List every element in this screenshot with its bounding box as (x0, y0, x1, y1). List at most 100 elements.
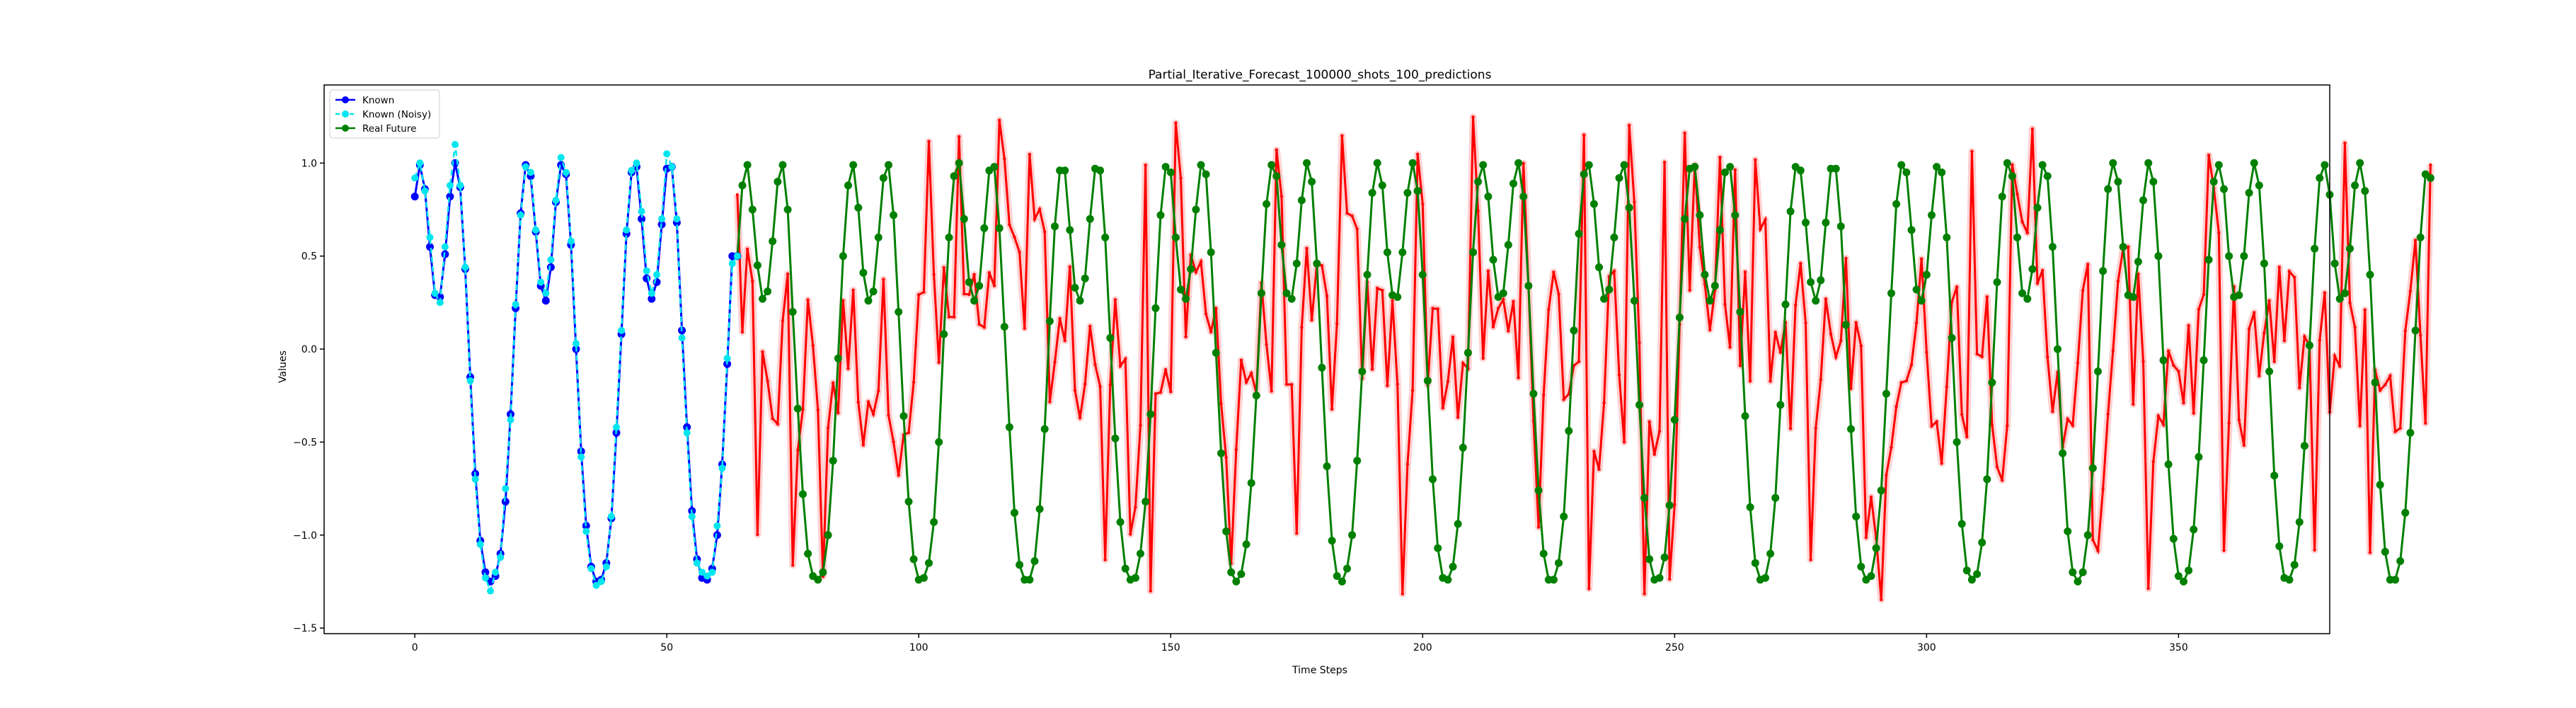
real-future-point (1565, 427, 1573, 435)
real-future-point (1131, 573, 1139, 582)
known-noisy-point (411, 174, 419, 182)
real-future-point (1645, 555, 1654, 564)
forecast-point (1562, 397, 1565, 401)
known-noisy-point (577, 453, 585, 461)
forecast-point (2040, 268, 2045, 273)
real-future-point (1081, 274, 1089, 282)
forecast-point (1284, 382, 1289, 387)
real-future-point (1847, 425, 1855, 433)
forecast-point (2384, 383, 2387, 387)
real-future-point (2371, 378, 2379, 387)
real-future-point (1589, 200, 1598, 208)
forecast-point (2177, 370, 2180, 373)
real-future-point (1343, 564, 1351, 573)
forecast-point (1083, 382, 1087, 386)
real-future-point (1287, 295, 1296, 303)
real-future-point (2028, 265, 2037, 273)
known-noisy-point (708, 569, 716, 576)
forecast-point (1174, 121, 1178, 125)
known-noisy-point (436, 299, 444, 307)
known-noisy-point (587, 565, 595, 573)
real-future-point (1721, 169, 1729, 176)
real-future-point (2200, 356, 2208, 365)
forecast-point (1073, 389, 1077, 392)
real-future-point (1796, 166, 1805, 175)
forecast-point (1652, 452, 1656, 456)
forecast-point (1517, 376, 1520, 379)
forecast-point (781, 319, 785, 323)
real-future-point (2311, 244, 2319, 253)
forecast-point (1456, 416, 1460, 419)
real-future-point (1701, 270, 1709, 279)
y-tick-label: −0.5 (293, 437, 317, 448)
real-future-point (1192, 205, 1200, 214)
real-future-point (1242, 540, 1250, 549)
real-future-point (1812, 297, 1820, 305)
real-future-point (764, 287, 772, 296)
forecast-point (1265, 343, 1268, 346)
real-future-point (1802, 218, 1810, 227)
forecast-point (2398, 426, 2402, 430)
forecast-point (2081, 289, 2085, 292)
x-tick-label: 50 (660, 642, 673, 653)
real-future-point (1232, 577, 1241, 586)
known-point (426, 243, 434, 251)
forecast-point (897, 474, 900, 477)
real-future-point (2416, 233, 2425, 241)
forecast-point (1486, 269, 1490, 273)
real-future-point (2159, 356, 2168, 365)
forecast-point (2272, 360, 2276, 363)
forecast-point (2166, 349, 2170, 353)
real-future-point (1529, 389, 1538, 398)
real-future-point (1580, 170, 1588, 178)
forecast-point (1502, 297, 1505, 302)
forecast-point (1728, 346, 1732, 349)
known-point (481, 568, 490, 576)
forecast-point (1985, 295, 1989, 299)
forecast-point (1325, 294, 1329, 298)
real-future-point (2074, 577, 2082, 586)
real-future-point (1222, 527, 1231, 535)
forecast-point (982, 326, 987, 329)
forecast-point (1124, 357, 1127, 361)
real-future-point (1146, 410, 1155, 418)
real-future-point (1383, 248, 1391, 256)
real-future-point (834, 354, 842, 362)
forecast-point (1219, 402, 1223, 406)
forecast-point (2429, 163, 2432, 166)
known-noisy-point (713, 522, 721, 530)
real-future-point (1746, 503, 1754, 511)
forecast-point (1804, 321, 1807, 325)
real-future-point (1338, 577, 1346, 586)
known-noisy-point (421, 187, 429, 195)
real-future-point (1852, 513, 1861, 520)
known-noisy-point (537, 278, 545, 286)
real-future-point (2048, 243, 2057, 251)
real-future-point (874, 233, 882, 241)
forecast-point (2227, 421, 2231, 425)
known-noisy-point (512, 301, 519, 308)
forecast-point (1778, 350, 1783, 354)
real-future-point (2008, 172, 2016, 181)
known-noisy-point (623, 226, 631, 234)
forecast-point (1764, 217, 1767, 222)
forecast-point (1748, 379, 1752, 383)
forecast-point (1013, 235, 1016, 239)
forecast-point (2187, 324, 2190, 327)
forecast-point (1350, 214, 1354, 218)
real-future-point (2361, 187, 2369, 195)
known-noisy-point (547, 256, 555, 263)
known-noisy-point (728, 260, 736, 268)
forecast-point (1496, 307, 1500, 310)
forecast-point (851, 288, 855, 292)
real-future-point (1423, 377, 1432, 385)
real-future-point (1872, 544, 1880, 552)
forecast-point (1088, 324, 1092, 328)
real-future-point (1605, 285, 1614, 294)
real-future-point (2204, 256, 2213, 264)
real-future-point (804, 549, 812, 558)
y-tick-label: 1.0 (301, 158, 317, 169)
real-future-point (1560, 513, 1568, 520)
forecast-point (1980, 355, 1984, 358)
forecast-point (846, 367, 850, 370)
